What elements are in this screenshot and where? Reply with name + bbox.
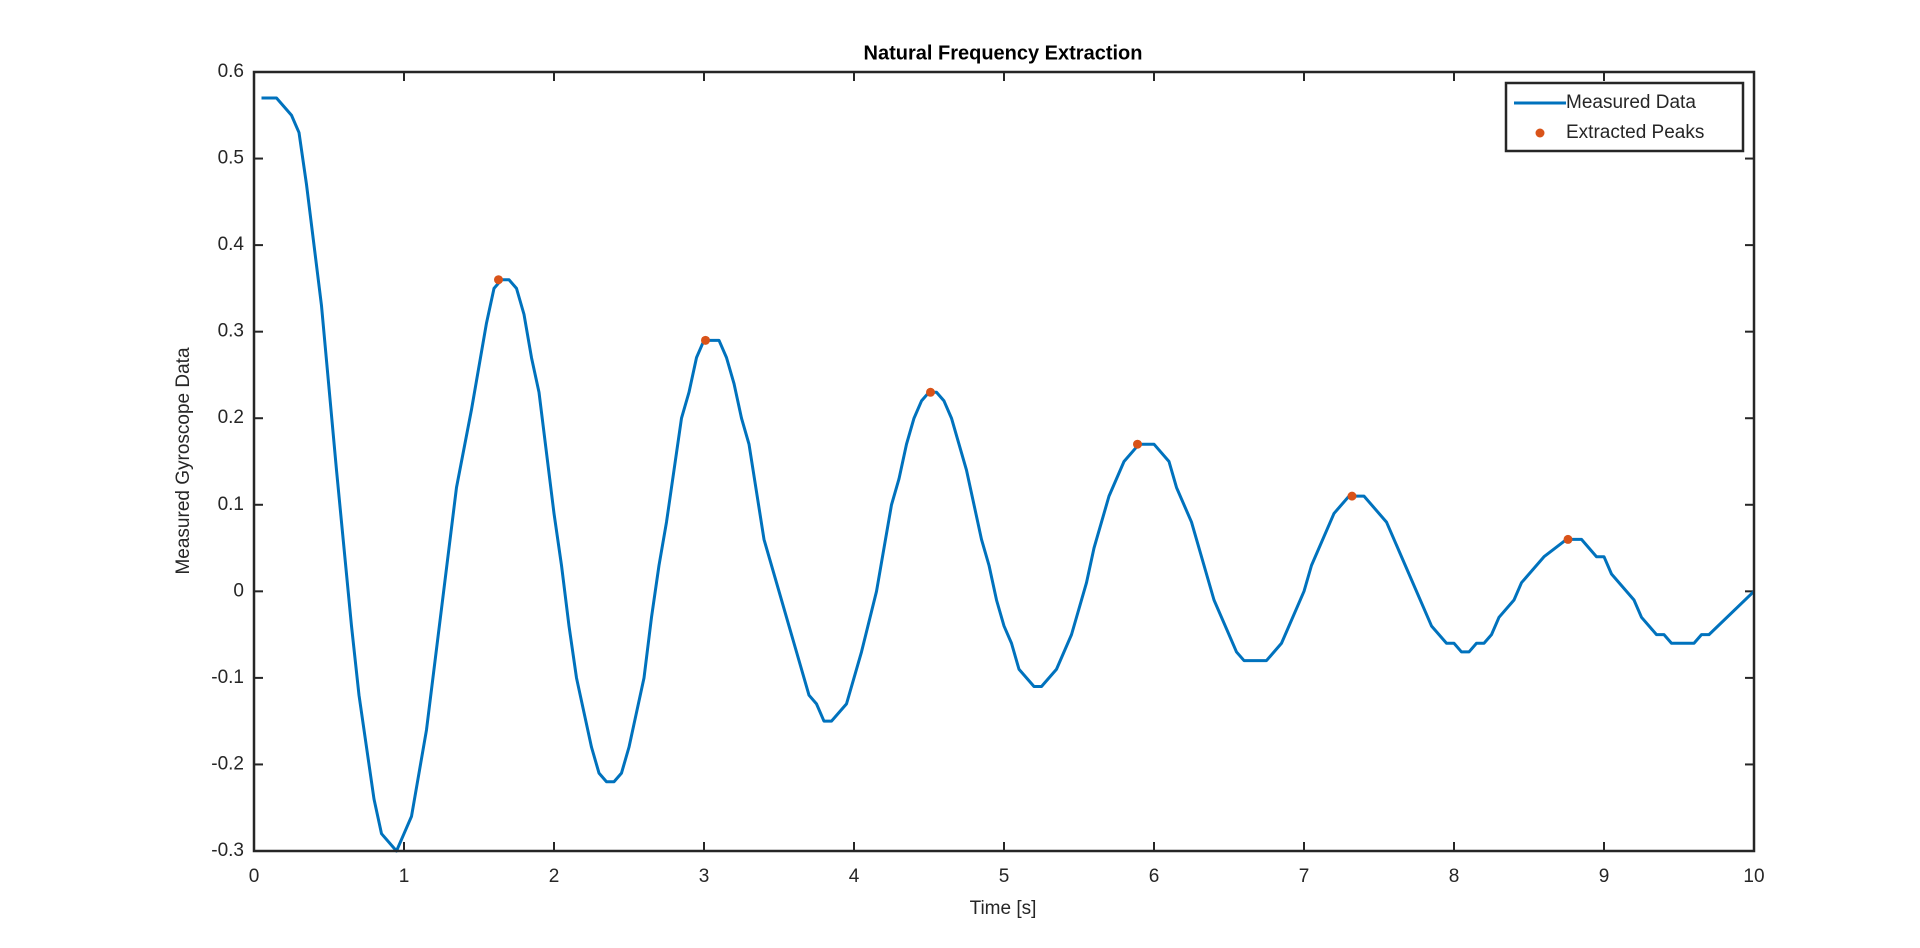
y-tick-label: -0.1 — [211, 667, 244, 688]
x-tick-label: 2 — [549, 866, 560, 887]
y-axis-label: Measured Gyroscope Data — [173, 347, 194, 574]
x-tick-label: 10 — [1743, 866, 1764, 887]
x-tick-label: 1 — [399, 866, 410, 887]
legend-box — [1504, 81, 1745, 153]
x-tick-label: 7 — [1299, 866, 1310, 887]
x-tick-label: 6 — [1149, 866, 1160, 887]
legend-label: Extracted Peaks — [1566, 122, 1704, 143]
plot-frame — [252, 70, 1756, 853]
peak-marker — [701, 335, 710, 345]
data-line — [261, 96, 1756, 853]
x-tick-label: 3 — [699, 866, 710, 887]
y-tick-label: 0.6 — [218, 61, 244, 82]
x-tick-label: 8 — [1449, 866, 1460, 887]
x-tick-label: 9 — [1599, 866, 1610, 887]
legend-label: Measured Data — [1566, 92, 1696, 113]
x-tick-label: 0 — [249, 866, 260, 887]
x-tick-label: 4 — [849, 866, 860, 887]
y-tick-label: 0 — [233, 580, 244, 601]
peak-marker — [926, 387, 935, 397]
y-tick-label: -0.2 — [211, 753, 244, 774]
peak-marker — [1563, 534, 1573, 544]
peak-marker — [1133, 439, 1142, 449]
peak-marker — [494, 275, 503, 285]
y-tick-label: 0.1 — [218, 494, 244, 515]
peak-marker — [1347, 491, 1357, 501]
x-axis-label: Time [s] — [970, 898, 1037, 919]
y-tick-label: 0.3 — [218, 321, 244, 342]
chart-title: Natural Frequency Extraction — [864, 42, 1143, 64]
y-tick-label: 0.4 — [218, 234, 245, 255]
x-tick-label: 5 — [999, 866, 1010, 887]
y-tick-label: 0.2 — [218, 407, 244, 428]
y-tick-label: 0.5 — [218, 148, 244, 169]
legend-swatch — [1535, 128, 1545, 138]
y-tick-label: -0.3 — [211, 840, 244, 861]
